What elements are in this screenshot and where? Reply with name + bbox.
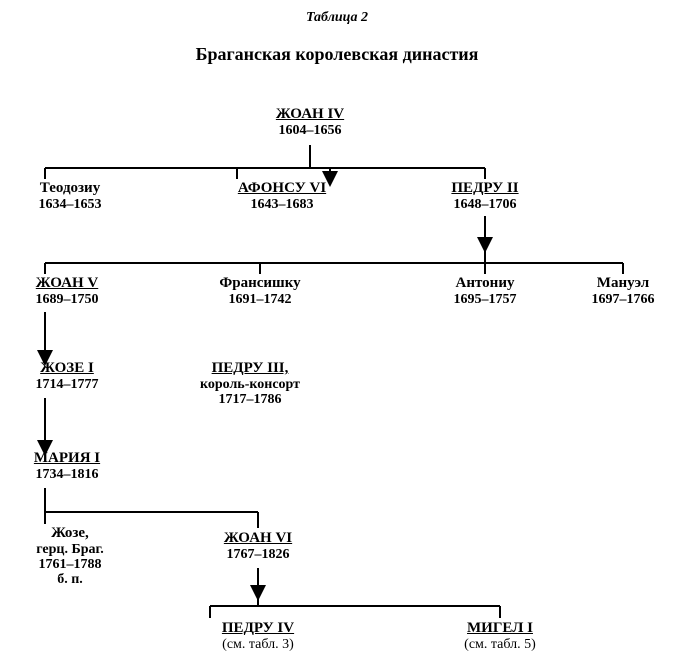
node-joao4: ЖОАН IV1604–1656 [250, 106, 370, 138]
node-pedru2-name: ПЕДРУ II [420, 180, 550, 197]
node-afonsu6-sub: 1643–1683 [207, 197, 357, 212]
node-franc-sub: 1691–1742 [190, 292, 330, 307]
node-afonsu6-name: АФОНСУ VI [207, 180, 357, 197]
node-joao5-sub: 1689–1750 [7, 292, 127, 307]
node-pedru2-sub: 1648–1706 [420, 197, 550, 212]
node-teodoziu-sub: 1634–1653 [10, 197, 130, 212]
node-pedru3-sub: король-консорт [165, 377, 335, 392]
node-franc-name: Франсишку [190, 275, 330, 292]
node-joao6-sub: 1767–1826 [193, 547, 323, 562]
node-afonsu6: АФОНСУ VI1643–1683 [207, 180, 357, 212]
node-joze1: ЖОЗЕ I1714–1777 [7, 360, 127, 392]
node-maria1-sub: 1734–1816 [7, 467, 127, 482]
node-joao6: ЖОАН VI1767–1826 [193, 530, 323, 562]
stage: Таблица 2 Браганская королевская династи… [0, 0, 674, 665]
node-teodoziu-name: Теодозиу [10, 180, 130, 197]
node-joze1-name: ЖОЗЕ I [7, 360, 127, 377]
node-migel1-sub: (см. табл. 5) [430, 637, 570, 652]
node-jozeh-sub: 1761–1788 [5, 557, 135, 572]
node-joao4-name: ЖОАН IV [250, 106, 370, 123]
node-pedru3-sub: 1717–1786 [165, 392, 335, 407]
node-manuel-name: Мануэл [568, 275, 674, 292]
node-joao5: ЖОАН V1689–1750 [7, 275, 127, 307]
node-joao6-name: ЖОАН VI [193, 530, 323, 547]
node-joze1-sub: 1714–1777 [7, 377, 127, 392]
node-pedru4-name: ПЕДРУ IV [188, 620, 328, 637]
node-jozeh-name: Жозе, [5, 525, 135, 542]
node-jozeh-sub: б. п. [5, 572, 135, 587]
node-franc: Франсишку1691–1742 [190, 275, 330, 307]
node-maria1: МАРИЯ I1734–1816 [7, 450, 127, 482]
node-migel1: МИГЕЛ I(см. табл. 5) [430, 620, 570, 652]
node-antoniu: Антониу1695–1757 [425, 275, 545, 307]
node-maria1-name: МАРИЯ I [7, 450, 127, 467]
node-antoniu-sub: 1695–1757 [425, 292, 545, 307]
node-jozeh: Жозе,герц. Браг.1761–1788б. п. [5, 525, 135, 588]
node-manuel-sub: 1697–1766 [568, 292, 674, 307]
node-teodoziu: Теодозиу1634–1653 [10, 180, 130, 212]
node-antoniu-name: Антониу [425, 275, 545, 292]
node-jozeh-sub: герц. Браг. [5, 542, 135, 557]
node-manuel: Мануэл1697–1766 [568, 275, 674, 307]
node-joao4-sub: 1604–1656 [250, 123, 370, 138]
node-pedru4: ПЕДРУ IV(см. табл. 3) [188, 620, 328, 652]
node-pedru3-name: ПЕДРУ III, [165, 360, 335, 377]
node-pedru2: ПЕДРУ II1648–1706 [420, 180, 550, 212]
node-migel1-name: МИГЕЛ I [430, 620, 570, 637]
node-pedru4-sub: (см. табл. 3) [188, 637, 328, 652]
node-joao5-name: ЖОАН V [7, 275, 127, 292]
node-pedru3: ПЕДРУ III,король-консорт1717–1786 [165, 360, 335, 407]
